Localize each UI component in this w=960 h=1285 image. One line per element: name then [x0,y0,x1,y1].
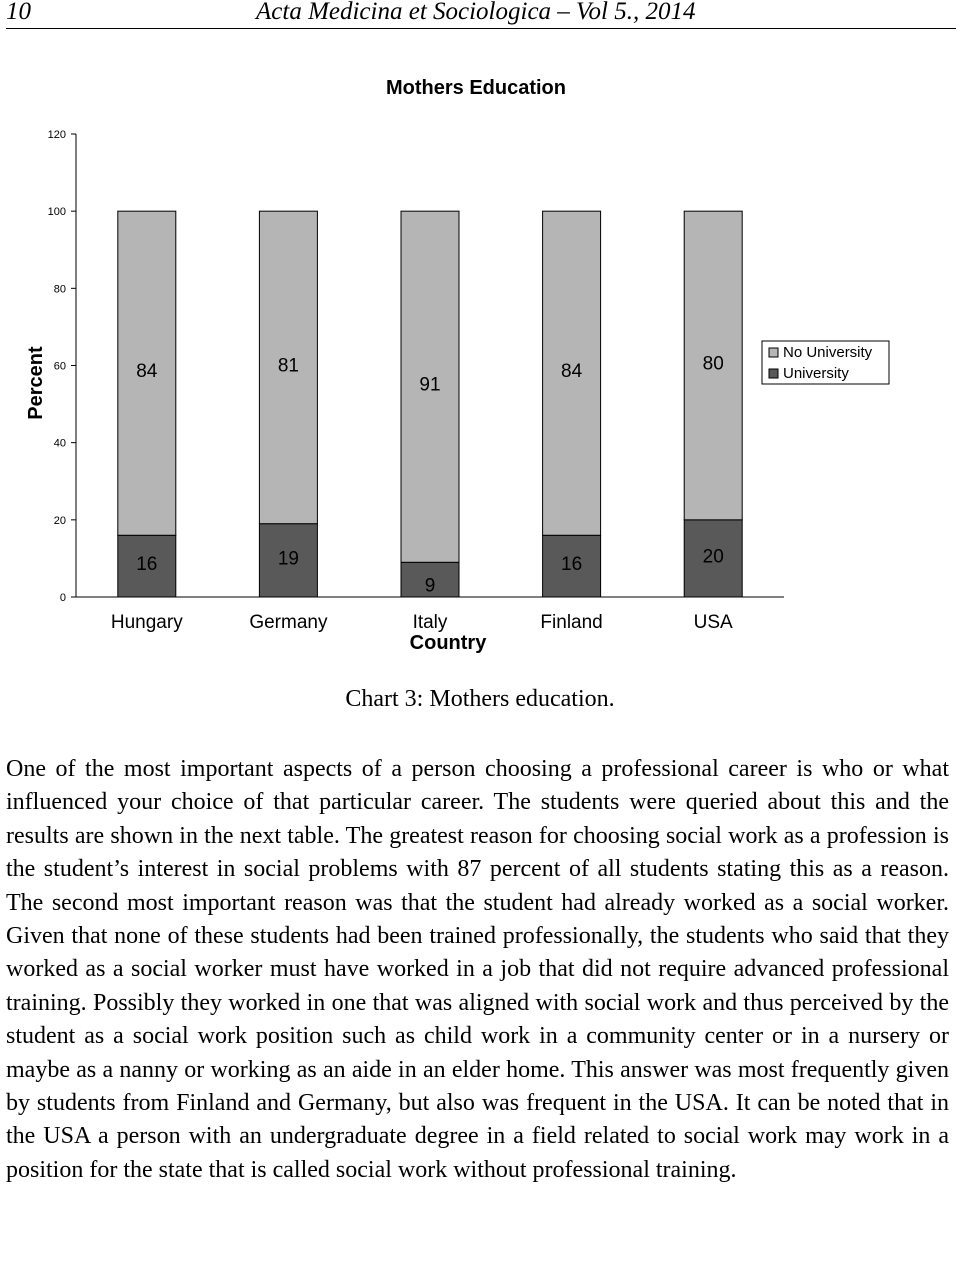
y-tick-label: 120 [48,129,66,141]
chart-caption: Chart 3: Mothers education. [345,686,615,712]
data-label: 84 [136,361,158,382]
x-tick-label: Italy [413,612,448,633]
x-axis-label: Country [410,632,488,654]
y-tick-label: 100 [48,206,66,218]
mothers-education-chart: Mothers Education Percent Country 0 20 40 6… [25,77,890,654]
bar-usa-no-university [683,210,743,521]
x-tick-label: Germany [249,612,328,633]
bar-germany-no-university [258,210,318,525]
legend-label: No University [783,344,873,361]
legend: No University University [761,340,890,385]
bar-usa-university [683,519,743,598]
data-label: 81 [278,355,299,376]
data-label: 80 [703,354,724,375]
y-tick-label: 40 [54,438,66,450]
legend-label: University [783,365,849,382]
y-tick-label: 0 [60,592,66,604]
body-paragraph: One of the most important aspects of a p… [6,756,949,1183]
data-label: 84 [561,361,583,382]
bar-hungary-university [117,534,177,598]
x-tick-label: USA [694,612,733,633]
legend-box [761,340,890,385]
data-label: 9 [425,576,436,597]
bar-italy-no-university [400,210,460,563]
y-tick-label: 20 [54,515,66,527]
bar-finland-no-university [542,210,602,536]
y-tick-label: 80 [54,283,66,295]
page-number: 10 [6,0,31,25]
chart-title: Mothers Education [386,77,566,99]
bar-germany-university [258,523,318,598]
data-label: 20 [703,546,724,567]
data-label: 16 [136,554,157,575]
data-label: 19 [278,548,299,569]
journal-title: Acta Medicina et Sociologica – Vol 5., 2… [256,0,696,25]
legend-swatch [768,368,779,379]
data-label: 91 [419,375,440,396]
x-tick-label: Finland [540,612,602,633]
x-tick-label: Hungary [111,612,183,633]
bar-hungary-no-university [117,210,177,536]
page-header: 10 Acta Medicina et Sociologica – Vol 5.… [6,0,956,29]
legend-swatch [768,347,779,358]
data-label: 16 [561,554,582,575]
y-tick-label: 60 [54,361,66,373]
y-axis-label: Percent [25,346,47,420]
